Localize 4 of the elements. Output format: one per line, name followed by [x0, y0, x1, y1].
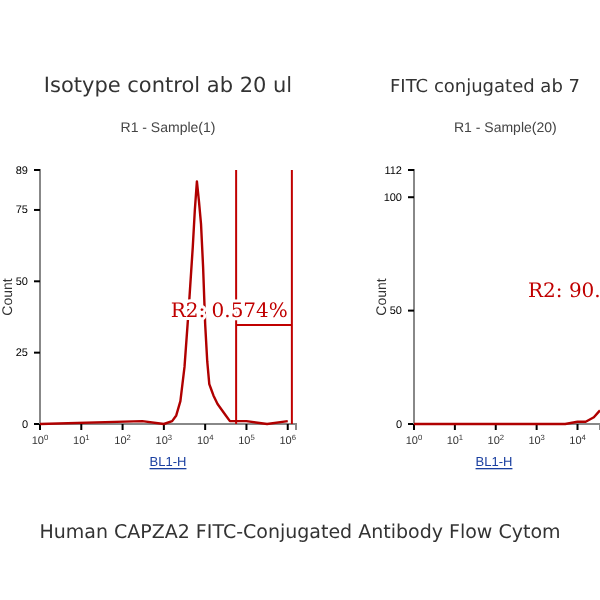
annotation: R2: 90.: [528, 281, 600, 303]
chart-title: FITC conjugated ab 7: [390, 78, 580, 98]
text: Human CAPZA2 FITC-Conjugated Antibody Flow Cytom: [39, 522, 561, 544]
chart-title: Isotype control ab 20 ul: [43, 74, 293, 98]
